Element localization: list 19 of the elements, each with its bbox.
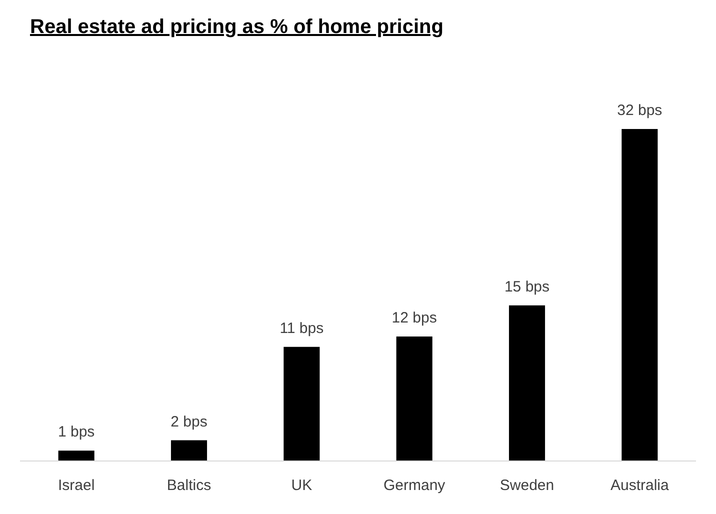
bar: [170, 440, 208, 461]
bar: [622, 129, 658, 461]
data-label: 2 bps: [170, 413, 208, 430]
x-tick-label: Baltics: [166, 477, 212, 494]
bar: [58, 450, 94, 461]
data-label: 15 bps: [504, 278, 550, 296]
x-tick-label: Israel: [58, 477, 95, 494]
bar: [396, 336, 432, 461]
data-label: 12 bps: [392, 310, 437, 326]
data-label: 1 bps: [58, 424, 95, 441]
data-label: 32 bps: [617, 102, 662, 119]
data-label: 11 bps: [280, 320, 324, 337]
chart-title: Real estate ad pricing as % of home pricing: [30, 16, 444, 38]
x-tick-label: Sweden: [500, 477, 554, 494]
x-tick-label: Australia: [610, 477, 670, 494]
x-tick-label: Germany: [383, 477, 446, 494]
x-tick-label: UK: [291, 477, 312, 494]
bar: [284, 346, 320, 461]
bar: [508, 305, 546, 461]
